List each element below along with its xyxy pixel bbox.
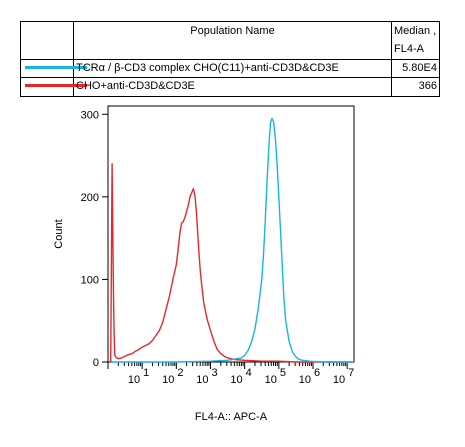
x-tick-label-3: 10 [196,374,208,386]
plot-frame [107,105,355,363]
y-tick-label-200: 200 [81,192,99,204]
x-tick-label-7: 10 [333,374,345,386]
legend-swatch-tcr [25,66,87,69]
y-tick-label-100: 100 [81,274,99,286]
x-tick-label-4: 10 [230,374,242,386]
x-tick-exponent-5: 5 [280,367,286,379]
legend-row-cho-name: CHO+anti-CD3D&CD3E [76,80,195,92]
legend-header-stat-line1: Median , [394,25,437,37]
y-axis-label: Count [53,219,65,248]
legend-table: Population Name Median , FL4-A TCRα / β-… [20,21,440,97]
x-tick-label-1: 10 [128,374,140,386]
x-tick-exponent-4: 4 [246,367,252,379]
legend-header-population: Population Name [190,25,275,37]
legend-header-stat-line2: FL4-A [394,43,424,55]
x-tick-label-5: 10 [265,374,277,386]
x-tick-exponent-2: 2 [177,367,183,379]
x-axis-label: FL4-A:: APC-A [195,411,268,423]
legend-divider [21,77,439,78]
legend-swatch-cho [25,84,87,87]
series-line-cho [110,163,354,363]
series-line-tcr [111,117,354,363]
x-tick-label-6: 10 [299,374,311,386]
legend-row-tcr-value: 5.80E4 [402,62,437,74]
x-tick-exponent-6: 6 [314,367,320,379]
x-tick-exponent-3: 3 [212,367,218,379]
y-tick-label-0: 0 [93,357,99,369]
legend-divider [21,59,439,60]
y-tick-label-300: 300 [81,109,99,121]
x-tick-label-2: 10 [162,374,174,386]
x-tick-exponent-1: 1 [143,367,149,379]
legend-row-cho-value: 366 [418,80,437,92]
legend-row-tcr-name: TCRα / β-CD3 complex CHO(C11)+anti-CD3D&… [76,62,339,74]
x-tick-exponent-7: 7 [348,367,354,379]
